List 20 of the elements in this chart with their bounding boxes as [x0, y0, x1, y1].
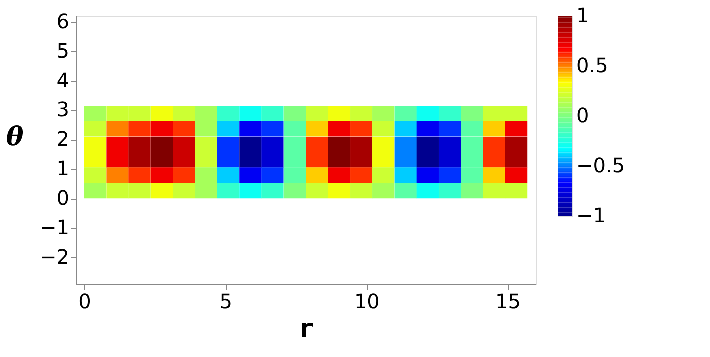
color-bar-label: 1	[576, 4, 590, 28]
x-tick-label: 0	[78, 290, 92, 314]
y-tick-label: 6	[56, 9, 70, 34]
color-bar-label: −1	[576, 204, 606, 228]
y-tick-label: 1	[56, 156, 70, 181]
color-bar-label: 0.5	[576, 54, 608, 78]
x-tick-label: 15	[496, 290, 522, 314]
x-tick-label: 5	[220, 290, 232, 314]
y-tick-label: 5	[56, 38, 70, 63]
color-bar-label: −0.5	[576, 154, 626, 178]
color-bar-label: 0	[576, 104, 590, 128]
x-tick-label: 10	[354, 290, 380, 314]
x-axis-title: r	[298, 314, 314, 344]
y-tick-label: −1	[40, 216, 70, 240]
y-tick-label: 4	[56, 68, 70, 92]
y-tick-label: 0	[56, 186, 70, 210]
y-tick-label: −2	[40, 244, 70, 269]
y-tick-label: 3	[56, 98, 70, 122]
y-axis-title: θ	[6, 122, 24, 152]
y-tick-label: 2	[56, 127, 70, 152]
